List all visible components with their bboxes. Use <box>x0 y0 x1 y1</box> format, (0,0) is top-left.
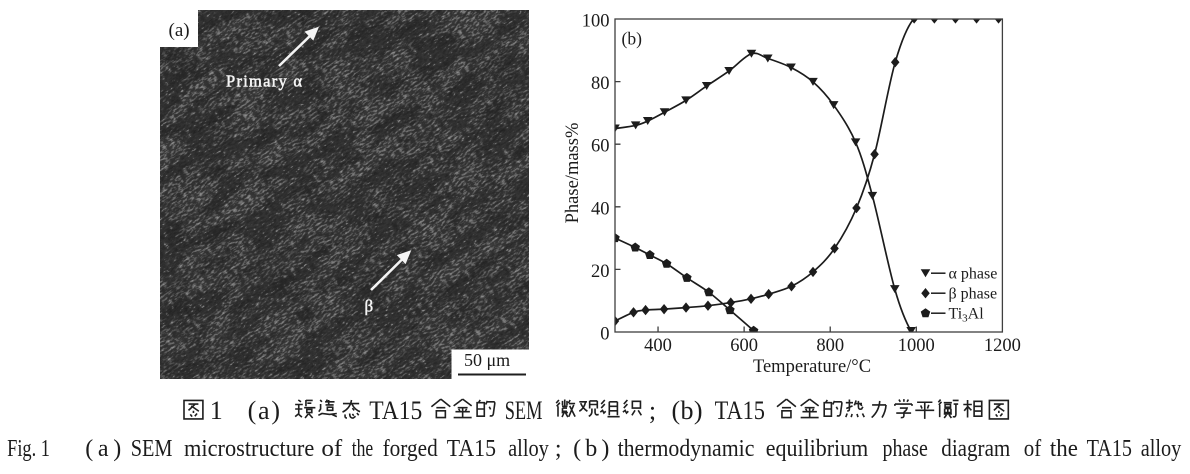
svg-text:Phase/mass%: Phase/mass% <box>563 123 583 224</box>
svg-text:TA15: TA15 <box>369 396 422 425</box>
svg-text:of: of <box>321 436 342 462</box>
svg-text:20: 20 <box>591 262 610 282</box>
svg-text:thermodynamic: thermodynamic <box>618 436 755 462</box>
svg-text:60: 60 <box>591 137 610 157</box>
svg-text:equilibrium: equilibrium <box>766 436 869 462</box>
svg-text:alloy: alloy <box>1141 436 1182 462</box>
svg-text:(a): (a) <box>169 20 190 41</box>
svg-text:SEM: SEM <box>131 436 173 462</box>
svg-text:80: 80 <box>591 74 610 94</box>
svg-text:TA15: TA15 <box>715 396 765 425</box>
svg-text:;: ; <box>555 436 562 462</box>
svg-text:;: ; <box>649 396 656 425</box>
svg-text:of: of <box>1024 436 1041 462</box>
svg-text:forged: forged <box>383 436 438 462</box>
svg-text:the: the <box>1050 436 1078 462</box>
svg-text:50 μm: 50 μm <box>464 350 510 370</box>
svg-text:600: 600 <box>730 336 758 356</box>
svg-text:SEM: SEM <box>505 396 543 425</box>
svg-text:0: 0 <box>600 325 609 345</box>
svg-text:(b): (b) <box>573 436 609 462</box>
svg-text:α phase: α phase <box>949 266 998 283</box>
svg-text:1: 1 <box>210 396 223 425</box>
svg-text:the: the <box>352 436 374 462</box>
svg-text:800: 800 <box>816 336 844 356</box>
svg-text:TA15: TA15 <box>1087 436 1132 462</box>
svg-text:Fig. 1: Fig. 1 <box>7 436 50 462</box>
svg-text:(a): (a) <box>85 436 121 462</box>
svg-text:alloy: alloy <box>508 436 549 462</box>
svg-text:phase: phase <box>883 436 928 462</box>
svg-text:Ti3Al: Ti3Al <box>949 306 985 325</box>
svg-text:β phase: β phase <box>949 286 998 303</box>
svg-text:diagram: diagram <box>941 436 1010 462</box>
svg-text:microstructure: microstructure <box>184 436 314 462</box>
svg-text:40: 40 <box>591 199 610 219</box>
svg-text:(b): (b) <box>622 29 643 49</box>
svg-text:Temperature/°C: Temperature/°C <box>753 357 871 377</box>
svg-text:TA15: TA15 <box>447 436 496 462</box>
svg-text:1200: 1200 <box>984 336 1021 356</box>
svg-text:(b): (b) <box>672 396 703 425</box>
svg-text:Primary α: Primary α <box>226 72 302 91</box>
svg-text:400: 400 <box>644 336 672 356</box>
svg-text:(a): (a) <box>248 396 280 425</box>
svg-text:β: β <box>365 297 374 316</box>
svg-text:100: 100 <box>582 12 610 32</box>
svg-text:1000: 1000 <box>898 336 935 356</box>
